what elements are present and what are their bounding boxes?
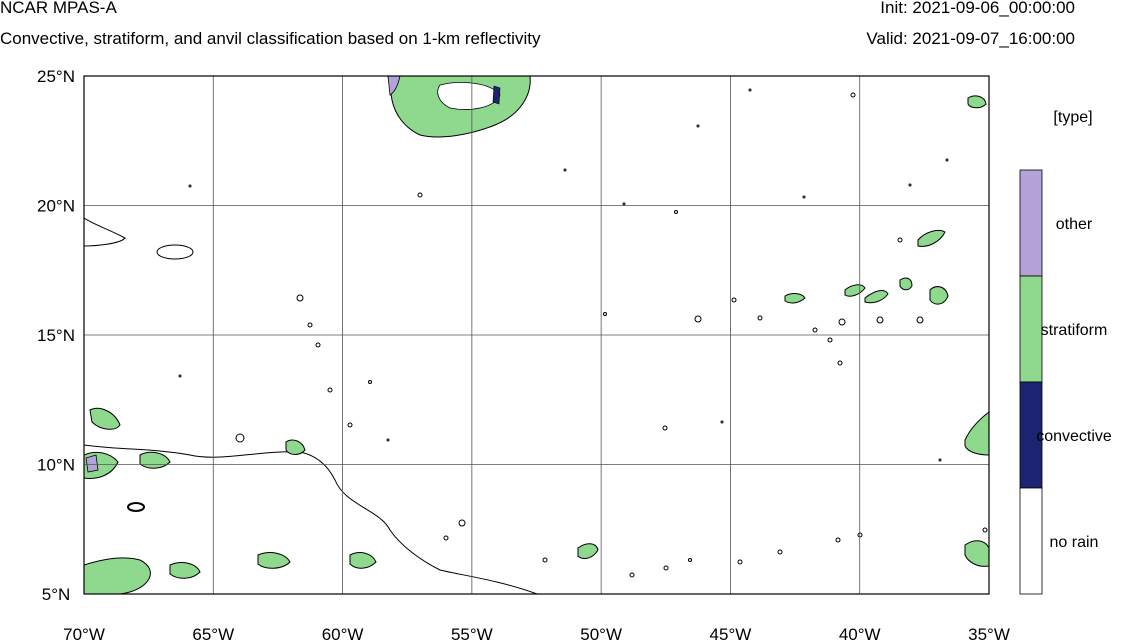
stratiform-region — [169, 562, 201, 579]
longitude-tick-label: 65°W — [192, 625, 234, 641]
no-rain-contour — [156, 244, 194, 260]
stratiform-region — [784, 293, 806, 304]
no-rain-contour — [84, 444, 539, 594]
convective-cell — [492, 85, 501, 105]
stratiform-region — [285, 439, 306, 455]
latitude-tick-label: 25°N — [37, 67, 75, 86]
latitude-tick-label: 5°N — [42, 585, 71, 604]
map-subtitle: Convective, stratiform, and anvil classi… — [0, 29, 541, 48]
longitude-tick-label: 70°W — [63, 625, 105, 641]
stratiform-region — [349, 552, 377, 569]
latitude-labels: 25°N 20°N 15°N 10°N 5°N — [37, 67, 75, 604]
init-time: Init: 2021-09-06_00:00:00 — [880, 0, 1075, 17]
no-rain-contour — [437, 82, 501, 110]
stratiform-region — [964, 411, 989, 456]
longitude-tick-label: 55°W — [451, 625, 493, 641]
longitude-tick-label: 40°W — [839, 625, 881, 641]
stratiform-region — [89, 407, 121, 430]
legend-swatch-no-rain — [1019, 487, 1043, 595]
legend-labels: other stratiform convective no rain — [1036, 216, 1112, 551]
longitude-labels: 70°W 65°W 60°W 55°W 50°W 45°W 40°W 35°W — [63, 625, 1010, 641]
stratiform-region — [899, 277, 913, 291]
longitude-tick-label: 60°W — [322, 625, 364, 641]
stratiform-region — [929, 286, 949, 305]
no-rain-contour — [84, 217, 126, 247]
longitude-tick-label: 50°W — [580, 625, 622, 641]
legend-colorbar — [1019, 169, 1043, 595]
stratiform-region — [257, 552, 291, 569]
stratiform-region — [84, 557, 151, 594]
legend-title: [type] — [1053, 109, 1092, 126]
stratiform-region — [917, 229, 946, 247]
precip-features — [84, 76, 989, 594]
scattered-cells — [178, 88, 988, 578]
legend-swatch-other — [1019, 169, 1043, 277]
legend-label-stratiform: stratiform — [1041, 322, 1108, 339]
latitude-tick-label: 15°N — [37, 326, 75, 345]
valid-time: Valid: 2021-09-07_16:00:00 — [866, 29, 1075, 48]
no-rain-contour — [127, 502, 145, 512]
legend-label-convective: convective — [1036, 428, 1112, 445]
longitude-tick-label: 45°W — [710, 625, 752, 641]
legend-label-no-rain: no rain — [1050, 534, 1099, 551]
stratiform-region — [967, 95, 987, 109]
stratiform-region — [864, 290, 889, 304]
longitude-tick-label: 35°W — [968, 625, 1010, 641]
legend-swatch-stratiform — [1019, 275, 1043, 383]
model-title: NCAR MPAS-A — [0, 0, 117, 17]
latitude-tick-label: 20°N — [37, 197, 75, 216]
stratiform-region — [964, 540, 989, 567]
other-region — [85, 454, 99, 473]
latitude-tick-label: 10°N — [37, 456, 75, 475]
stratiform-region — [577, 543, 599, 559]
map-frame — [83, 75, 990, 595]
legend-label-other: other — [1056, 216, 1093, 233]
